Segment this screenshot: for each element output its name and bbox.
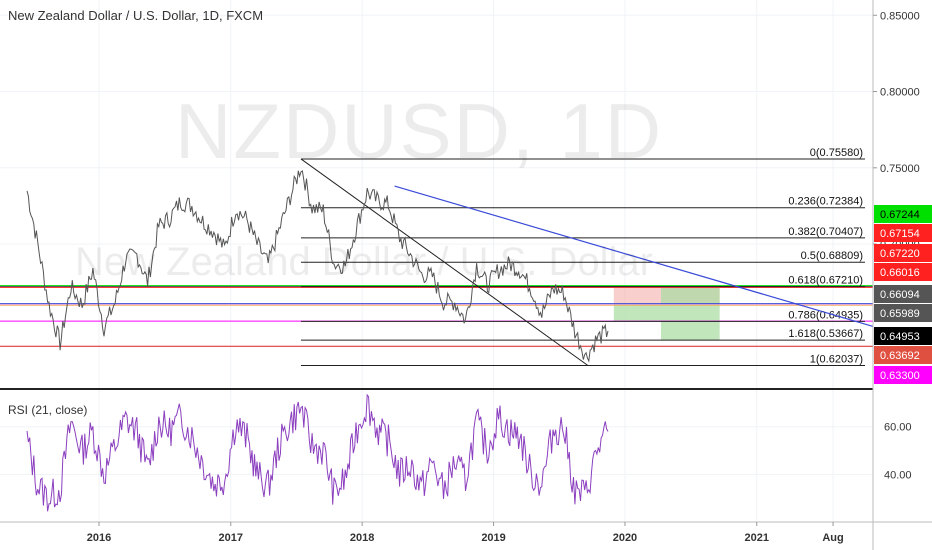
price-label-tag: 0.63692 xyxy=(874,346,932,364)
rsi-tick-label: 60.00 xyxy=(884,422,912,434)
rsi-series-line xyxy=(26,393,609,512)
time-tick-label: 2017 xyxy=(219,532,243,544)
price-label-bg xyxy=(874,224,932,242)
fib-level-label: 0.382(0.70407) xyxy=(788,226,863,238)
time-tick-label: 2016 xyxy=(87,532,111,544)
blue-trend-line xyxy=(394,185,874,328)
price-label-text: 0.66016 xyxy=(880,267,920,279)
position-zones xyxy=(613,286,720,341)
price-label-bg xyxy=(874,205,932,223)
rsi-grid xyxy=(0,426,873,475)
symbol-watermark: NZDUSD, 1D xyxy=(175,87,664,175)
target-zone xyxy=(613,303,661,322)
price-tick-label: 0.75000 xyxy=(880,163,920,175)
price-label-tag: 0.66094 xyxy=(874,285,932,303)
trend-lines xyxy=(300,158,874,366)
price-label-tag: 0.64953 xyxy=(874,327,932,345)
time-axis[interactable]: 2016 2017 2018 2019 2020 2021 Aug xyxy=(87,522,844,544)
price-label-bg xyxy=(874,285,932,303)
black-trend-line xyxy=(300,158,589,366)
price-label-tag: 0.67244 xyxy=(874,205,932,223)
fib-level-label: 1(0.62037) xyxy=(810,354,863,366)
price-label-text: 0.66094 xyxy=(880,289,920,301)
fib-retracement: 0(0.75580) 0.236(0.72384) 0.382(0.70407) 0.… xyxy=(300,147,865,367)
time-tick-label: 2018 xyxy=(350,532,374,544)
price-label-text: 0.67244 xyxy=(880,209,920,221)
time-tick-label: Aug xyxy=(822,532,843,544)
price-tick-label: 0.80000 xyxy=(880,87,920,99)
rsi-axis[interactable]: 60.00 40.00 xyxy=(884,422,912,482)
price-label-tag: 0.63300 xyxy=(874,366,932,384)
fib-level-label: 0.618(0.67210) xyxy=(788,275,863,287)
price-label-text: 0.63692 xyxy=(880,350,920,362)
fib-level-label: 0.5(0.68809) xyxy=(801,250,863,262)
rsi-tick-label: 40.00 xyxy=(884,469,912,481)
time-tick-label: 2020 xyxy=(613,532,637,544)
price-label-tag: 0.67154 xyxy=(874,224,932,242)
time-tick-label: 2021 xyxy=(744,532,768,544)
price-label-bg xyxy=(874,327,932,345)
time-tick-label: 2019 xyxy=(481,532,505,544)
price-series-line xyxy=(26,170,609,363)
fib-level-label: 0.786(0.64935) xyxy=(788,309,863,321)
price-labels: 0.67244 0.67154 0.67220 0.66016 0.66094 0.659… xyxy=(874,205,932,384)
price-label-text: 0.63300 xyxy=(880,370,920,382)
rsi-title[interactable]: RSI (21, close) xyxy=(8,403,88,417)
chart-title[interactable]: New Zealand Dollar / U.S. Dollar, 1D, FX… xyxy=(8,8,264,23)
price-label-bg xyxy=(874,304,932,322)
price-label-text: 0.64953 xyxy=(880,331,920,343)
fib-level-label: 0(0.75580) xyxy=(810,147,863,159)
price-label-bg xyxy=(874,366,932,384)
price-label-tag: 0.66016 xyxy=(874,263,932,281)
name-watermark: New Zealand Dollar / U.S. Dollar xyxy=(75,240,653,284)
target-zone xyxy=(660,287,720,341)
price-label-text: 0.67220 xyxy=(880,248,920,260)
price-axis-bg xyxy=(874,0,932,389)
horizontal-lines xyxy=(0,285,873,347)
fib-level-label: 0.236(0.72384) xyxy=(788,196,863,208)
price-label-bg xyxy=(874,263,932,281)
price-label-text: 0.67154 xyxy=(880,228,920,240)
price-label-text: 0.65989 xyxy=(880,308,920,320)
price-label-bg xyxy=(874,346,932,364)
price-label-tag: 0.67220 xyxy=(874,244,932,262)
fib-level-label: 1.618(0.53667) xyxy=(788,328,863,340)
price-label-tag: 0.65989 xyxy=(874,304,932,322)
price-label-bg xyxy=(874,244,932,262)
price-tick-label: 0.85000 xyxy=(880,10,920,22)
chart-grid xyxy=(0,0,873,522)
